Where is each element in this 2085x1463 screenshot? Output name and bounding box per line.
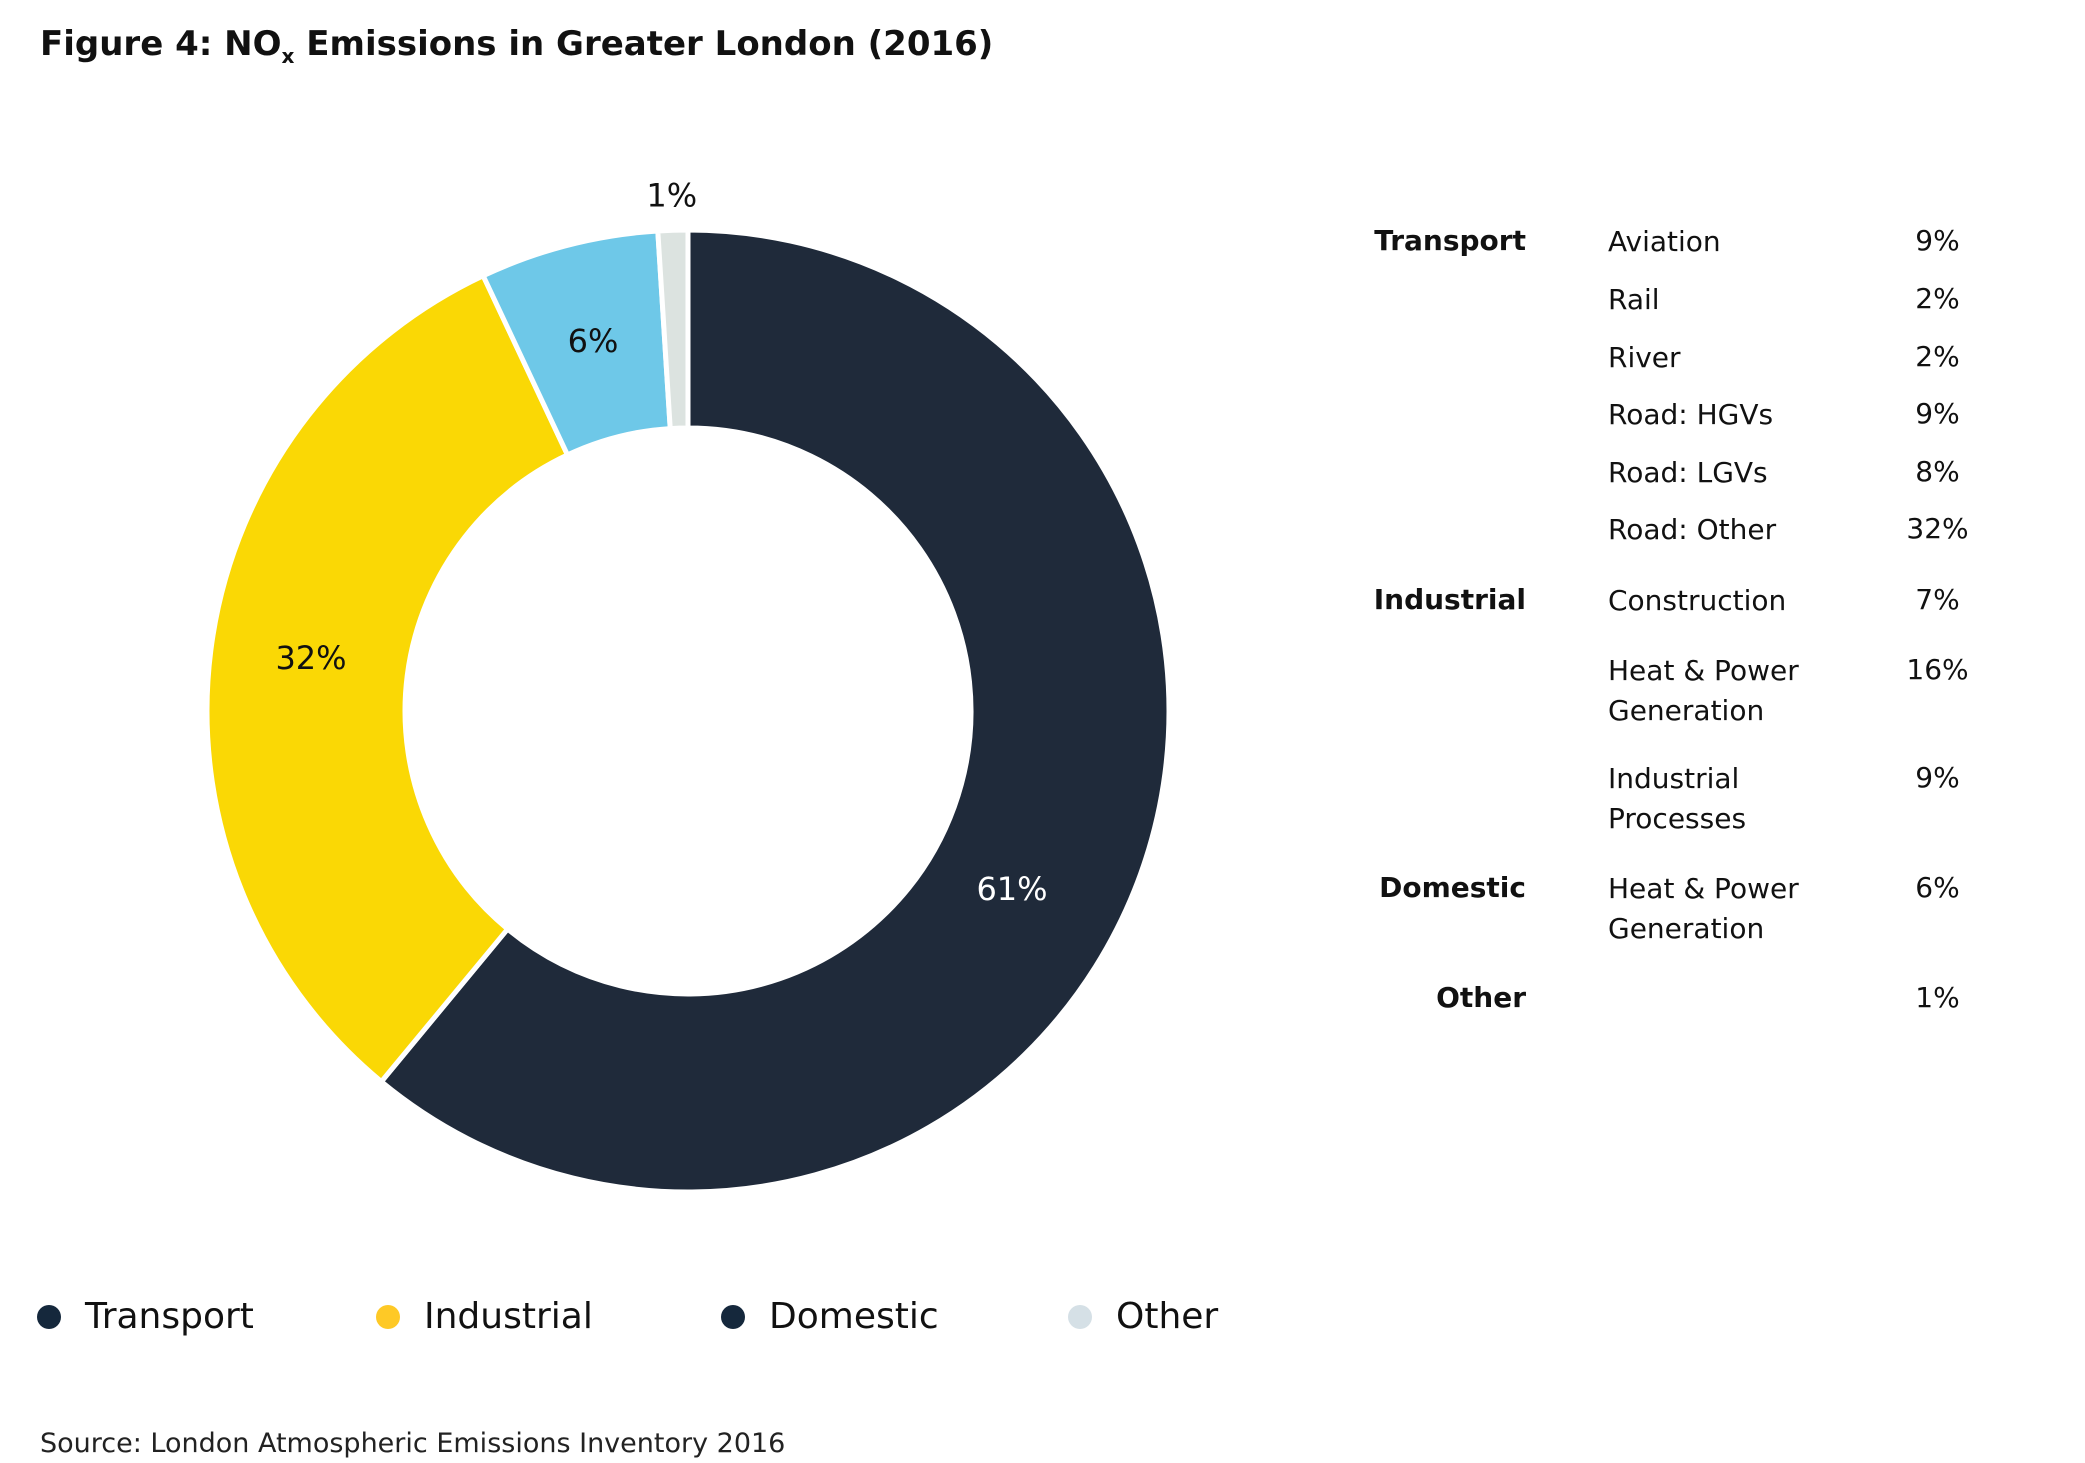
source-note: Source: London Atmospheric Emissions Inv…	[40, 1428, 786, 1459]
legend-label: Domestic	[769, 1296, 939, 1337]
slice-other	[655, 227, 691, 432]
legend-label: Other	[1116, 1296, 1219, 1337]
row-label: Road: HGVs	[1608, 398, 1774, 431]
legend-dot-icon	[721, 1304, 745, 1329]
legend-dot-icon	[37, 1304, 61, 1329]
row-value: 16%	[1906, 653, 1969, 686]
row-value: 2%	[1915, 340, 1960, 373]
category-transport: Transport	[1374, 224, 1526, 257]
row-label: Aviation	[1608, 225, 1721, 258]
row-value: 9%	[1915, 761, 1960, 794]
legend-label: Industrial	[424, 1296, 593, 1337]
legend-dot-icon	[376, 1304, 400, 1329]
row-value: 1%	[1915, 981, 1960, 1014]
donut-chart: 61% 32% 6% 1%	[204, 176, 1172, 1195]
slice-transport	[377, 227, 1172, 1195]
legend-dot-icon	[1068, 1304, 1092, 1329]
legend-item-domestic: Domestic	[721, 1296, 939, 1337]
title-text-rest: Emissions in Greater London (2016)	[294, 24, 994, 64]
legend-item-transport: Transport	[37, 1296, 254, 1337]
row-value: 2%	[1915, 282, 1960, 315]
row-label: Rail	[1608, 283, 1660, 316]
row-label: Heat & Power Generation	[1608, 654, 1799, 727]
data-label-domestic: 6%	[568, 322, 619, 360]
row-label: Road: LGVs	[1608, 456, 1768, 489]
row-label: River	[1608, 341, 1681, 374]
category-other: Other	[1436, 981, 1526, 1014]
row-label: Industrial Processes	[1608, 762, 1747, 835]
data-label-transport: 61%	[976, 870, 1047, 908]
row-value: 8%	[1915, 455, 1960, 488]
data-label-other: 1%	[646, 176, 697, 214]
data-label-industrial: 32%	[275, 639, 346, 677]
category-industrial: Industrial	[1373, 583, 1526, 616]
row-value: 7%	[1915, 583, 1960, 616]
legend-item-industrial: Industrial	[376, 1296, 593, 1337]
row-value: 32%	[1906, 512, 1969, 545]
title-subscript: x	[281, 43, 295, 68]
legend-label: Transport	[85, 1296, 254, 1337]
row-value: 6%	[1915, 871, 1960, 904]
slice-industrial	[204, 272, 571, 1086]
title-text: Figure 4: NO	[40, 24, 282, 64]
row-label: Construction	[1608, 584, 1787, 617]
row-value: 9%	[1915, 397, 1960, 430]
row-value: 9%	[1915, 224, 1960, 257]
category-domestic: Domestic	[1379, 871, 1526, 904]
legend-item-other: Other	[1068, 1296, 1218, 1337]
row-label: Heat & Power Generation	[1608, 872, 1799, 945]
chart-title: Figure 4: NOx Emissions in Greater Londo…	[40, 24, 993, 68]
row-label: Road: Other	[1608, 513, 1777, 546]
